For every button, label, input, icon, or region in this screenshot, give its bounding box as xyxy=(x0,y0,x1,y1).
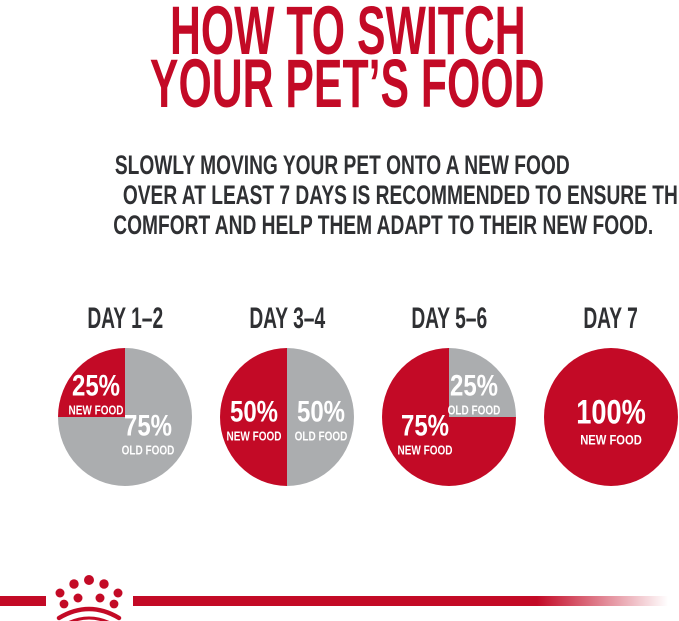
day-label: DAY 7 xyxy=(583,302,639,335)
subtitle: SLOWLY MOVING YOUR PET ONTO A NEW FOOD O… xyxy=(3,150,679,240)
slice-label-old-food: 25% OLD FOOD xyxy=(448,368,501,417)
footer-rule-left xyxy=(0,596,46,606)
slice-label-old-food: 75% OLD FOOD xyxy=(121,408,175,457)
pie-day-7: 100% NEW FOOD xyxy=(544,348,678,486)
slice-label-new-food: 25% NEW FOOD xyxy=(68,368,124,417)
pie-chart-block-day-1-2: DAY 1–2 25% NEW FOOD 75% OLD FOOD xyxy=(44,300,206,486)
subtitle-line-3: COMFORT AND HELP THEM ADAPT TO THEIR NEW… xyxy=(113,210,654,240)
pie-day-1-2: 25% NEW FOOD 75% OLD FOOD xyxy=(58,348,192,486)
royal-canin-crown-logo xyxy=(55,575,123,621)
subtitle-line-1: SLOWLY MOVING YOUR PET ONTO A NEW FOOD xyxy=(115,150,570,180)
footer-rule-right xyxy=(133,596,679,606)
slice-label-new-food: 100% NEW FOOD xyxy=(576,393,646,448)
slice-label-new-food: 50% NEW FOOD xyxy=(226,395,281,443)
slice-label-new-food: 75% NEW FOOD xyxy=(397,408,453,457)
pie-charts-row: DAY 1–2 25% NEW FOOD 75% OLD FOOD DAY 3–… xyxy=(44,300,679,486)
title-line-1: HOW TO SWITCH xyxy=(169,0,526,69)
day-label: DAY 3–4 xyxy=(249,302,325,335)
subtitle-line-2: OVER AT LEAST 7 DAYS IS RECOMMENDED TO E… xyxy=(122,180,679,210)
pie-chart-block-day-3-4: DAY 3–4 50% NEW FOOD 50% OLD FOOD xyxy=(206,300,368,486)
pie-day-5-6: 75% NEW FOOD 25% OLD FOOD xyxy=(382,348,516,486)
page-title: HOW TO SWITCH YOUR PET’S FOOD xyxy=(8,0,679,122)
pie-day-3-4: 50% NEW FOOD 50% OLD FOOD xyxy=(220,348,354,486)
title-line-2: YOUR PET’S FOOD xyxy=(150,45,545,122)
day-label: DAY 5–6 xyxy=(411,302,487,335)
slice-label-old-food: 50% OLD FOOD xyxy=(294,395,347,443)
pie-chart-block-day-5-6: DAY 5–6 75% NEW FOOD 25% OLD FOOD xyxy=(368,300,530,486)
pie-chart-block-day-7: DAY 7 100% NEW FOOD xyxy=(530,300,679,486)
day-label: DAY 1–2 xyxy=(87,302,163,335)
